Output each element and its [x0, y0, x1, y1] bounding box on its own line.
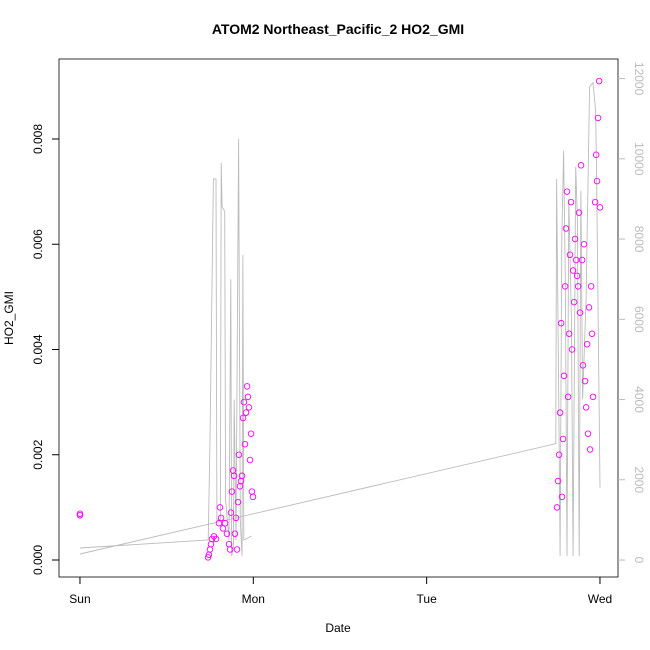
data-point [235, 451, 243, 458]
data-point [570, 298, 578, 306]
data-point [554, 477, 562, 485]
data-point [594, 114, 602, 122]
y2-tick-label: 10000 [632, 142, 646, 176]
data-point [243, 383, 251, 390]
y-tick-label: 0.008 [31, 124, 45, 154]
data-point [565, 330, 573, 337]
data-point [241, 440, 249, 448]
data-point [244, 393, 252, 401]
y-tick-label: 0.004 [31, 334, 45, 364]
x-axis-label: Date [325, 621, 351, 635]
x-tick-label: Sun [69, 592, 90, 606]
x-tick-label: Tue [417, 592, 438, 606]
y2-tick-label: 0 [632, 557, 646, 564]
data-point [595, 77, 603, 85]
data-point [558, 493, 566, 501]
data-point [593, 177, 601, 185]
data-point [573, 272, 581, 280]
data-point [557, 319, 565, 327]
x-tick-label: Wed [588, 592, 612, 606]
data-point [559, 435, 567, 443]
data-point [572, 256, 580, 264]
data-point [574, 283, 582, 290]
data-point [230, 472, 238, 480]
data-point [583, 340, 591, 348]
y2-tick-label: 6000 [632, 306, 646, 333]
y-tick-label: 0.006 [31, 229, 45, 259]
y2-tick-label: 12000 [632, 62, 646, 96]
data-point [228, 488, 236, 495]
data-point [578, 256, 586, 264]
data-point [584, 430, 592, 437]
data-point [563, 188, 571, 195]
data-point [233, 546, 241, 553]
data-point [234, 498, 242, 506]
data-point [587, 283, 595, 290]
y2-tick-label: 8000 [632, 226, 646, 253]
data-point [249, 493, 257, 501]
data-point [596, 204, 604, 211]
data-point [577, 162, 585, 169]
data-point [571, 235, 579, 243]
chart-title: ATOM2 Northeast_Pacific_2 HO2_GMI [212, 21, 464, 37]
data-point [238, 472, 246, 480]
x-tick-label: Mon [242, 592, 265, 606]
data-point [555, 451, 563, 458]
data-point [240, 398, 248, 406]
data-point [581, 377, 589, 385]
data-point [575, 209, 583, 216]
plot-frame [58, 58, 619, 578]
y-tick-label: 0.002 [31, 439, 45, 469]
y2-tick-label: 2000 [632, 466, 646, 493]
data-point [226, 546, 234, 553]
y-tick-label: 0.000 [31, 545, 45, 575]
data-point [561, 283, 569, 290]
data-point [562, 225, 570, 232]
data-point [567, 198, 575, 206]
data-point [553, 504, 561, 511]
data-point [589, 393, 597, 401]
data-point [585, 304, 593, 311]
data-point [566, 251, 574, 259]
data-point [242, 409, 250, 416]
data-point [592, 151, 600, 159]
data-point [569, 267, 577, 274]
data-point [579, 362, 587, 369]
data-point [223, 530, 231, 537]
data-point [221, 519, 229, 527]
data-point [246, 456, 254, 464]
data-point [560, 372, 568, 380]
data-point [591, 198, 599, 206]
data-point [568, 346, 576, 353]
data-point [227, 509, 235, 516]
data-point [217, 514, 225, 522]
data-point [231, 530, 239, 537]
data-point [212, 535, 220, 543]
data-point [245, 404, 253, 411]
data-point [216, 504, 224, 511]
data-point [564, 393, 572, 401]
data-point [586, 446, 594, 453]
data-point [582, 404, 590, 411]
y2-tick-label: 4000 [632, 386, 646, 413]
data-point [232, 514, 240, 522]
data-point [204, 554, 212, 561]
y-axis-label: HO2_GMI [2, 291, 16, 345]
data-point [556, 409, 564, 416]
data-point [239, 414, 247, 422]
data-point [576, 309, 584, 316]
data-line [79, 81, 601, 557]
data-point [76, 510, 84, 517]
data-point [588, 330, 596, 337]
data-point [247, 430, 255, 437]
data-point [580, 240, 588, 248]
